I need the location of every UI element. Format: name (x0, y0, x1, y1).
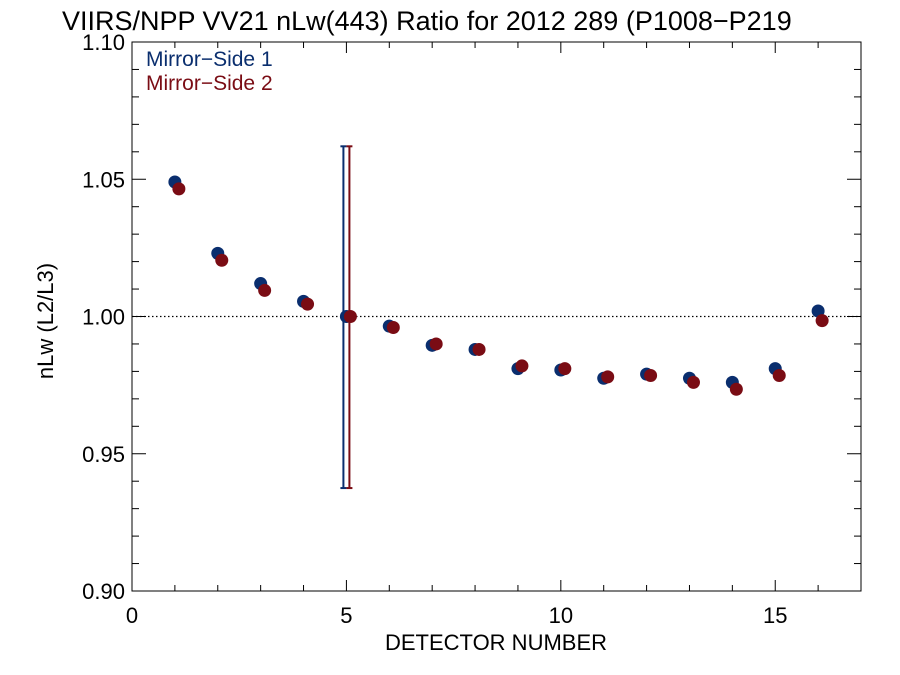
data-points (168, 175, 829, 396)
data-point (429, 337, 443, 351)
legend-entry: Mirror−Side 2 (146, 72, 273, 95)
y-tick-label: 0.95 (82, 442, 125, 467)
x-tick-label: 15 (763, 603, 787, 628)
data-point (301, 297, 315, 311)
chart-title: VIIRS/NPP VV21 nLw(443) Ratio for 2012 2… (62, 6, 792, 36)
y-tick-label: 0.90 (82, 579, 125, 604)
data-point (172, 182, 186, 196)
y-tick-label: 1.00 (82, 305, 125, 330)
data-point (601, 370, 615, 384)
y-axis: 0.90 0.95 1.00 1.05 1.10 (82, 30, 861, 604)
y-tick-label: 1.05 (82, 167, 125, 192)
data-point (772, 369, 786, 383)
data-point (815, 314, 829, 328)
data-point (472, 342, 486, 356)
x-tick-label: 0 (126, 603, 138, 628)
y-tick-label: 1.10 (82, 30, 125, 55)
data-point (515, 359, 529, 373)
data-point (386, 320, 400, 334)
data-point (686, 375, 700, 389)
data-point (343, 310, 357, 323)
data-point (729, 382, 743, 396)
data-point (558, 362, 572, 376)
x-axis: 0 5 10 15 (126, 42, 862, 628)
x-tick-label: 5 (340, 603, 352, 628)
x-axis-label: DETECTOR NUMBER (385, 630, 607, 655)
legend-entry: Mirror−Side 1 (146, 48, 273, 71)
data-point (258, 283, 272, 297)
data-point (215, 253, 229, 267)
y-axis-label: nLw (L2/L3) (33, 263, 58, 379)
data-point (644, 369, 658, 383)
x-tick-label: 10 (549, 603, 573, 628)
